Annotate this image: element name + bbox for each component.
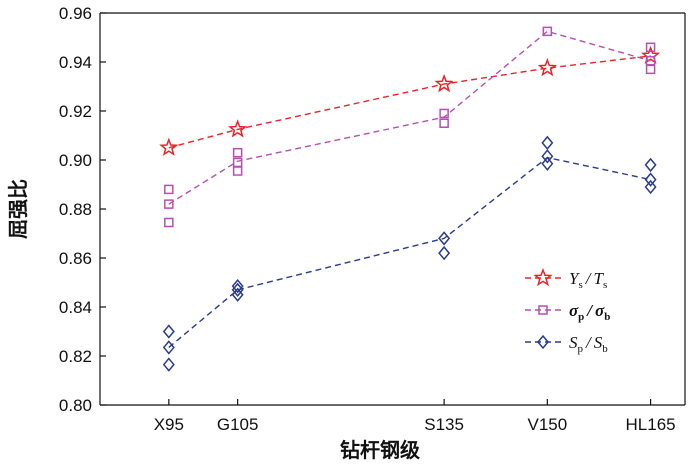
legend-label-part: / bbox=[585, 333, 593, 352]
data-point bbox=[232, 147, 243, 158]
data-point bbox=[231, 287, 244, 302]
legend-label-part: b bbox=[604, 311, 610, 323]
x-tick-label: S135 bbox=[424, 415, 464, 434]
legend-label-part: / bbox=[585, 269, 593, 288]
series-star bbox=[159, 45, 661, 156]
x-axis-title: 钻杆钢级 bbox=[340, 438, 420, 462]
y-tick-label: 0.96 bbox=[59, 4, 92, 23]
legend-label-part: σ bbox=[595, 301, 605, 320]
data-point bbox=[541, 149, 554, 164]
y-tick-label: 0.94 bbox=[59, 53, 92, 72]
legend-item: Ys / Ts bbox=[525, 267, 607, 291]
legend-label-part: s bbox=[603, 279, 607, 291]
data-point bbox=[162, 324, 175, 339]
data-point bbox=[231, 279, 244, 294]
data-point bbox=[164, 217, 174, 228]
data-point bbox=[542, 26, 553, 37]
data-point bbox=[439, 108, 449, 119]
legend-label-part: p bbox=[578, 343, 584, 355]
legend-marker bbox=[537, 334, 549, 350]
y-axis-ticks: 0.80 0.82 0.84 0.86 0.88 0.90 0.92 0.94 0.96 bbox=[59, 4, 106, 415]
data-point bbox=[439, 118, 449, 128]
y-tick-label: 0.84 bbox=[59, 298, 92, 317]
data-point bbox=[438, 245, 451, 261]
y-tick-label: 0.86 bbox=[59, 249, 92, 268]
legend-label: σp / σb bbox=[569, 301, 610, 323]
x-axis-ticks: X95 G105 S135 V150 HL165 bbox=[154, 399, 676, 434]
data-point bbox=[232, 157, 243, 168]
data-point bbox=[640, 45, 661, 65]
data-point bbox=[159, 137, 179, 156]
y-axis-title: 屈强比 bbox=[6, 179, 30, 239]
legend-label-part: σ bbox=[569, 301, 579, 320]
legend-marker bbox=[538, 305, 548, 315]
legend-label-part: Y bbox=[569, 269, 580, 288]
data-point bbox=[645, 64, 656, 75]
y-tick-label: 0.92 bbox=[59, 102, 92, 121]
data-point bbox=[228, 119, 248, 138]
legend-label-part: S bbox=[569, 333, 578, 352]
data-point bbox=[645, 42, 656, 53]
legend-label-part: / bbox=[585, 301, 594, 320]
data-point bbox=[541, 135, 554, 151]
series-layer bbox=[159, 26, 661, 372]
y-tick-label: 0.82 bbox=[59, 347, 92, 366]
legend-label-part: S bbox=[594, 333, 603, 352]
data-point bbox=[537, 58, 557, 77]
legend-label-part: b bbox=[602, 343, 608, 355]
legend-item: σp / σb bbox=[525, 301, 610, 323]
legend-label: Ys / Ts bbox=[569, 269, 607, 291]
plot-area bbox=[99, 12, 686, 406]
legend-label-part: p bbox=[578, 311, 584, 323]
legend-label-part: T bbox=[593, 269, 604, 288]
legend-label-part: s bbox=[578, 279, 582, 291]
y-tick-label: 0.90 bbox=[59, 151, 92, 170]
x-tick-label: HL165 bbox=[626, 415, 676, 434]
y-tick-label: 0.88 bbox=[59, 200, 92, 219]
series-line bbox=[168, 30, 651, 205]
data-point bbox=[162, 340, 175, 355]
series-line bbox=[168, 156, 651, 348]
data-point bbox=[162, 357, 175, 372]
data-point bbox=[231, 282, 244, 298]
data-point bbox=[644, 172, 657, 187]
x-tick-label: V150 bbox=[528, 415, 568, 434]
data-point bbox=[164, 199, 174, 209]
legend-item: Sp / Sb bbox=[525, 333, 608, 355]
data-point bbox=[644, 157, 657, 173]
data-point bbox=[644, 179, 657, 195]
legend-marker bbox=[533, 267, 553, 287]
series-line bbox=[168, 55, 651, 149]
data-point bbox=[232, 166, 243, 176]
data-point bbox=[541, 156, 554, 171]
y-tick-label: 0.80 bbox=[59, 396, 92, 415]
x-tick-label: G105 bbox=[217, 415, 259, 434]
data-point bbox=[434, 73, 454, 93]
x-tick-label: X95 bbox=[154, 415, 184, 434]
data-point bbox=[438, 231, 451, 246]
legend-label: Sp / Sb bbox=[569, 333, 608, 355]
data-point bbox=[164, 184, 174, 195]
series-diamond bbox=[162, 135, 657, 372]
series-square bbox=[164, 26, 656, 228]
